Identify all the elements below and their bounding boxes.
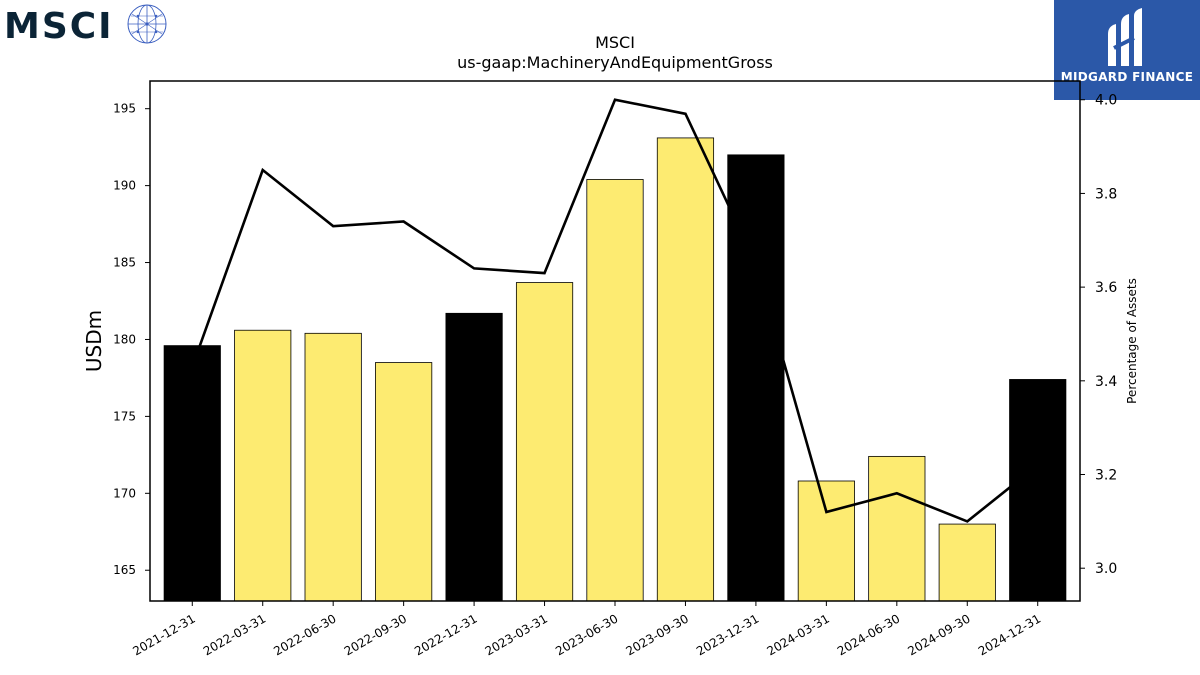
y2-tick-label: 3.4 — [1095, 374, 1117, 390]
x-tick-label: 2024-03-31 — [764, 611, 831, 658]
globe-grid-icon — [126, 3, 168, 49]
y2-tick-label: 3.0 — [1095, 561, 1117, 577]
x-tick-label: 2023-06-30 — [553, 611, 620, 658]
bar-2022-03-31 — [234, 329, 292, 602]
bar-2024-06-30 — [868, 455, 926, 602]
midgard-mark-icon — [1104, 8, 1150, 72]
bar-2024-09-30 — [938, 523, 996, 602]
y2-tick-label: 3.6 — [1095, 280, 1117, 296]
msci-logo-text: MSCI — [4, 5, 114, 47]
y-tick-label: 185 — [113, 256, 136, 270]
bar-2022-06-30 — [304, 332, 362, 602]
y-tick-label: 195 — [113, 102, 136, 116]
y-tick-label: 180 — [113, 332, 136, 346]
x-tick-label: 2021-12-31 — [130, 611, 197, 658]
x-tick-label: 2024-09-30 — [905, 611, 972, 658]
y-tick-label: 190 — [113, 179, 136, 193]
bar-2023-09-30 — [656, 137, 715, 602]
bar-2024-12-31 — [1009, 379, 1067, 602]
msci-logo: MSCI — [4, 2, 168, 50]
x-tick-label: 2023-09-30 — [624, 611, 691, 658]
bar-2022-12-31 — [445, 312, 503, 602]
x-tick-label: 2022-12-31 — [412, 611, 479, 658]
midgard-finance-logo: MIDGARD FINANCE — [1054, 0, 1200, 100]
chart-subtitle: us-gaap:MachineryAndEquipmentGross — [457, 53, 773, 72]
y-tick-label: 165 — [113, 563, 136, 577]
midgard-logo-text: MIDGARD FINANCE — [1060, 70, 1194, 84]
percentage-line — [191, 98, 1039, 523]
y2-axis-label: Percentage of Assets — [1125, 278, 1139, 404]
chart-title: MSCI — [595, 33, 635, 52]
x-tick-label: 2022-03-31 — [201, 611, 268, 658]
bar-2021-12-31 — [163, 345, 221, 602]
x-tick-label: 2023-12-31 — [694, 611, 761, 658]
y-tick-label: 175 — [113, 409, 136, 423]
y-axis-label: USDm — [82, 310, 106, 372]
x-tick-label: 2022-09-30 — [342, 611, 409, 658]
x-tick-label: 2023-03-31 — [483, 611, 550, 658]
y2-tick-label: 3.2 — [1095, 468, 1117, 484]
bar-2023-03-31 — [515, 282, 574, 602]
y-tick-label: 170 — [113, 486, 136, 500]
x-tick-label: 2022-06-30 — [271, 611, 338, 658]
bar-2022-09-30 — [375, 362, 433, 602]
bar-2023-12-31 — [727, 154, 785, 602]
x-tick-label: 2024-12-31 — [976, 611, 1043, 658]
bar-2024-03-31 — [797, 480, 855, 602]
x-tick-label: 2024-06-30 — [835, 611, 902, 658]
bar-2023-06-30 — [586, 179, 644, 602]
y2-tick-label: 4.0 — [1095, 93, 1117, 109]
y2-tick-label: 3.8 — [1095, 186, 1117, 202]
